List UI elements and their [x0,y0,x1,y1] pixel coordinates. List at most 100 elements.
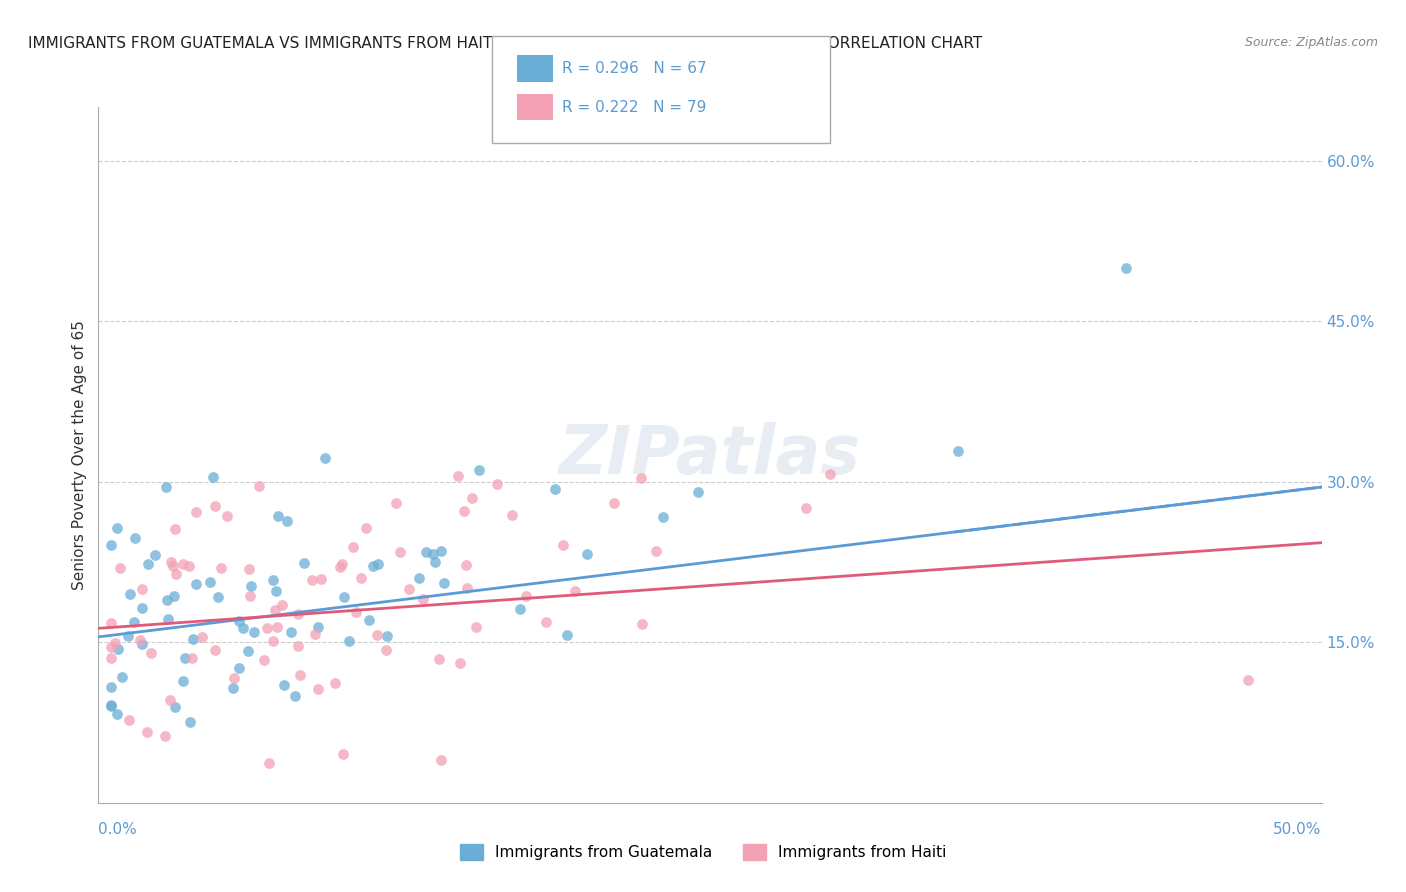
Point [263,603,285,617]
Point [143,548,166,562]
Point [232,621,254,635]
Point [111,670,134,684]
Point [222,671,245,685]
Point [301,573,323,587]
Point [333,591,356,605]
Point [427,652,450,666]
Point [332,747,354,761]
Point [576,547,599,561]
Point [354,521,377,535]
Point [555,628,578,642]
Point [120,587,142,601]
Point [155,730,177,744]
Point [501,508,523,522]
Point [367,557,389,571]
Point [100,651,122,665]
Point [257,756,280,770]
Point [270,598,292,612]
Point [384,496,406,510]
Point [509,601,531,615]
Point [129,633,152,648]
Point [238,562,260,576]
Point [946,444,969,458]
Point [304,627,326,641]
Point [122,615,145,629]
Point [307,681,329,696]
Point [191,630,214,644]
Point [456,581,478,595]
Point [267,509,290,524]
Point [292,556,315,570]
Point [262,634,284,648]
Point [165,566,187,581]
Point [239,589,262,603]
Point [159,693,181,707]
Point [1115,260,1137,275]
Point [430,544,453,558]
Point [486,477,509,491]
Point [366,628,388,642]
Text: R = 0.222   N = 79: R = 0.222 N = 79 [562,100,707,114]
Point [136,558,159,572]
Point [652,510,675,524]
Point [131,582,153,597]
Point [415,545,437,559]
Point [155,480,177,494]
Point [207,590,229,604]
Point [209,561,232,575]
Point [160,555,183,569]
Point [215,508,238,523]
Point [174,651,197,665]
Point [228,615,250,629]
Point [464,620,486,634]
Text: R = 0.296   N = 67: R = 0.296 N = 67 [562,62,707,76]
Point [100,640,122,655]
Point [100,616,122,631]
Point [363,559,385,574]
Point [253,653,276,667]
Point [818,467,841,481]
Point [172,674,194,689]
Point [344,605,367,619]
Point [201,470,224,484]
Text: 50.0%: 50.0% [1274,822,1322,837]
Point [357,613,380,627]
Point [422,547,444,561]
Point [449,657,471,671]
Point [222,681,245,695]
Point [256,621,278,635]
Point [332,557,354,571]
Point [551,538,574,552]
Point [157,612,180,626]
Point [276,514,298,528]
Point [184,505,207,519]
Point [204,500,226,514]
Legend: Immigrants from Guatemala, Immigrants from Haiti: Immigrants from Guatemala, Immigrants fr… [454,838,952,866]
Point [107,641,129,656]
Point [179,559,201,574]
Point [337,633,360,648]
Point [375,629,398,643]
Point [287,639,309,653]
Point [794,500,817,515]
Point [135,725,157,739]
Point [198,575,221,590]
Point [325,676,347,690]
Point [375,643,398,657]
Point [468,463,491,477]
Point [456,558,478,573]
Point [240,578,263,592]
Point [118,713,141,727]
Point [163,589,186,603]
Point [228,661,250,675]
Point [105,521,128,535]
Point [108,561,131,575]
Point [100,680,122,694]
Point [124,531,146,545]
Point [284,689,307,703]
Point [266,620,288,634]
Point [172,558,194,572]
Point [453,504,475,518]
Point [433,576,456,591]
Point [307,620,329,634]
